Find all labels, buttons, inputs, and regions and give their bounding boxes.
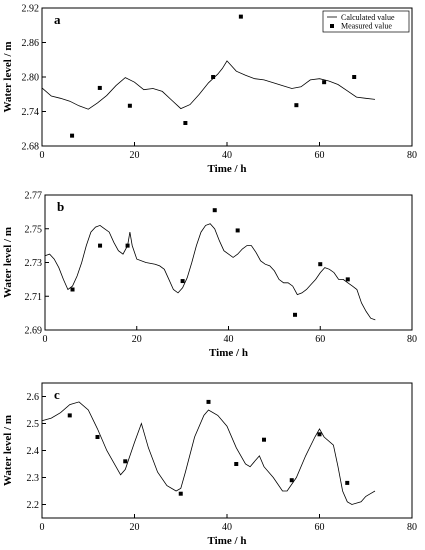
chart-panel-a: 0 20 40 60 80 2.68 2.74 2.80 2.86 2.92 Time / h Wat… <box>2 4 417 176</box>
x-tick-label: 60 <box>315 522 325 533</box>
x-tick-label: 40 <box>224 334 234 345</box>
y-tick-label: 2.92 <box>22 4 40 15</box>
data-point-measured <box>317 432 322 437</box>
data-point-measured <box>206 399 211 404</box>
data-point-measured <box>322 80 327 85</box>
y-tick-label: 2.71 <box>25 292 43 303</box>
panel-label: a <box>54 12 61 27</box>
plot-frame <box>41 382 413 519</box>
data-point-measured <box>294 103 299 108</box>
data-point-measured <box>238 14 243 19</box>
data-point-measured <box>70 287 75 292</box>
legend-box <box>322 10 410 33</box>
data-point-measured <box>211 75 216 79</box>
x-tick-label: 20 <box>130 150 140 161</box>
y-tick-label: 2.77 <box>25 191 43 202</box>
legend-marker-swatch <box>330 24 334 28</box>
data-point-measured <box>293 312 298 317</box>
x-axis-label: Time / h <box>208 163 247 175</box>
data-point-measured <box>178 491 183 496</box>
y-tick-label: 2.69 <box>25 326 43 337</box>
data-point-measured <box>67 413 72 418</box>
panel-label: b <box>57 199 64 214</box>
chart-panel-b: 0 20 40 60 80 2.69 2.71 2.73 2.75 2.77 Time / h Wat… <box>2 191 417 360</box>
y-tick-label: 2.86 <box>22 38 40 49</box>
plot-frame <box>44 194 413 331</box>
x-tick-label: 60 <box>315 334 325 345</box>
y-tick-label: 2.4 <box>27 446 40 457</box>
data-point-measured <box>95 435 100 439</box>
y-tick-label: 2.3 <box>27 473 40 484</box>
x-tick-label: 20 <box>132 334 142 345</box>
data-point-measured <box>289 478 294 483</box>
data-point-measured <box>70 133 75 138</box>
x-tick-label: 20 <box>130 522 140 533</box>
x-tick-label: 0 <box>40 522 45 533</box>
x-axis-label: Time / h <box>208 535 247 547</box>
data-point-measured <box>127 103 132 108</box>
data-point-measured <box>123 459 128 464</box>
y-tick-label: 2.75 <box>25 224 43 235</box>
x-tick-label: 0 <box>40 150 45 161</box>
y-tick-label: 2.73 <box>25 258 43 269</box>
chart-panel-c: 0 20 40 60 80 2.2 2.3 2.4 2.5 2.6 Time / h Water le… <box>2 382 417 547</box>
data-point-measured <box>234 462 239 466</box>
data-point-measured <box>98 243 103 248</box>
data-point-measured <box>183 121 188 125</box>
y-tick-label: 2.2 <box>27 500 40 511</box>
data-point-measured <box>262 437 266 442</box>
series-line-calculated <box>41 60 376 110</box>
x-tick-label: 80 <box>407 522 417 533</box>
data-point-measured <box>235 228 240 233</box>
y-tick-label: 2.74 <box>22 107 40 118</box>
x-tick-label: 80 <box>407 150 417 161</box>
x-tick-label: 0 <box>43 334 48 345</box>
x-tick-label: 60 <box>315 150 325 161</box>
y-axis-label: Water level / m <box>2 42 14 113</box>
x-tick-label: 40 <box>222 150 232 161</box>
data-point-measured <box>345 480 350 485</box>
x-tick-label: 40 <box>222 522 232 533</box>
y-tick-label: 2.68 <box>22 142 40 153</box>
data-point-measured <box>97 85 102 90</box>
data-point-measured <box>318 262 323 267</box>
x-axis-label: Time / h <box>209 347 248 359</box>
data-point-measured <box>212 208 217 213</box>
y-axis-label: Water level / m <box>2 415 14 486</box>
data-point-measured <box>345 277 350 282</box>
data-point-measured <box>125 243 130 248</box>
data-point-measured <box>180 279 185 284</box>
data-point-measured <box>352 75 357 79</box>
series-line-calculated <box>44 223 376 321</box>
panel-label: c <box>54 387 60 402</box>
y-tick-label: 2.5 <box>27 419 40 430</box>
legend-entry: Measured value <box>341 22 392 31</box>
x-tick-label: 80 <box>407 334 417 345</box>
y-axis-label: Water level / m <box>2 227 14 298</box>
series-line-calculated <box>41 401 376 505</box>
y-tick-label: 2.80 <box>22 73 40 84</box>
y-tick-label: 2.6 <box>27 392 40 403</box>
legend-entry: Calculated value <box>341 13 395 22</box>
